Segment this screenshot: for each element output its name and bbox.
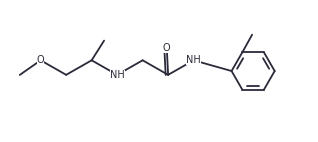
Text: O: O — [37, 55, 45, 65]
Text: NH: NH — [186, 55, 201, 65]
Text: NH: NH — [110, 70, 125, 80]
Text: O: O — [162, 43, 170, 53]
